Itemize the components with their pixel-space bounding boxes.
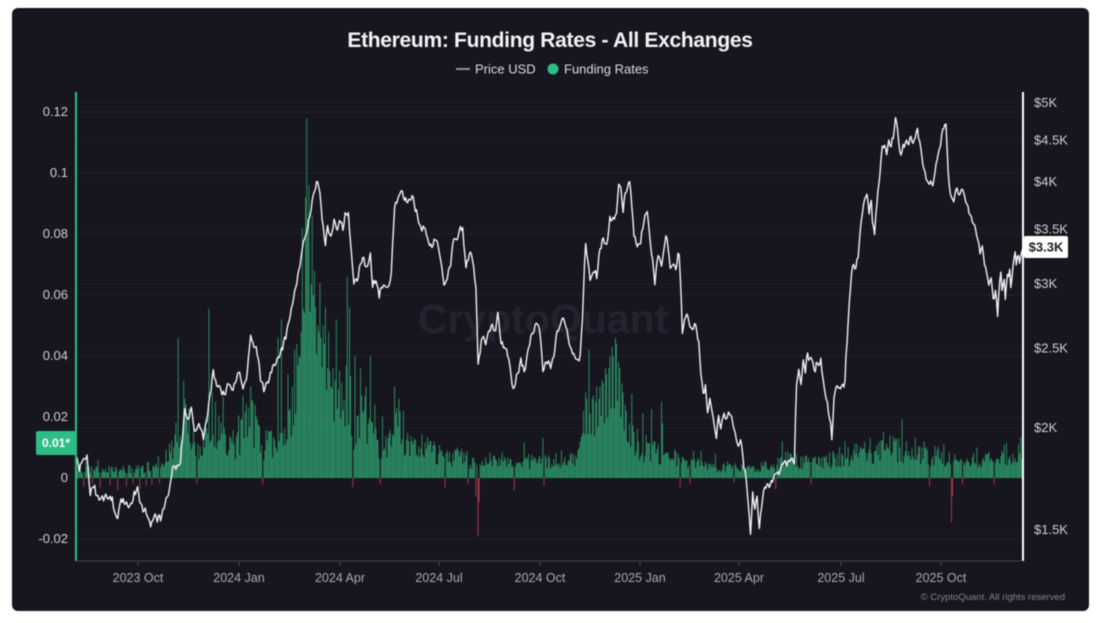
svg-text:-0.02: -0.02 (38, 531, 68, 546)
svg-text:0.01*: 0.01* (42, 436, 70, 450)
svg-text:0.02: 0.02 (43, 409, 68, 424)
svg-text:2024 Oct: 2024 Oct (515, 571, 566, 585)
svg-text:$3K: $3K (1034, 276, 1057, 291)
svg-text:0.06: 0.06 (43, 287, 68, 302)
svg-text:2025 Jan: 2025 Jan (614, 571, 665, 585)
svg-text:$4K: $4K (1034, 174, 1057, 189)
svg-text:2025 Apr: 2025 Apr (714, 571, 764, 585)
svg-text:Funding Rates: Funding Rates (564, 62, 649, 77)
svg-text:2025 Oct: 2025 Oct (916, 571, 967, 585)
svg-text:0.04: 0.04 (43, 348, 68, 363)
svg-text:$3.3K: $3.3K (1029, 240, 1064, 255)
svg-text:$1.5K: $1.5K (1034, 522, 1068, 537)
svg-text:$2.5K: $2.5K (1034, 341, 1068, 356)
svg-text:CryptoQuant: CryptoQuant (418, 296, 669, 342)
svg-text:2024 Apr: 2024 Apr (315, 571, 365, 585)
svg-text:0.12: 0.12 (43, 104, 68, 119)
svg-text:2024 Jan: 2024 Jan (213, 571, 264, 585)
svg-text:0: 0 (61, 470, 68, 485)
svg-text:$4.5K: $4.5K (1034, 132, 1068, 147)
svg-text:© CryptoQuant. All rights rese: © CryptoQuant. All rights reserved (921, 592, 1065, 603)
svg-text:Price USD: Price USD (475, 62, 536, 77)
svg-text:$2K: $2K (1034, 420, 1057, 435)
svg-text:2024 Jul: 2024 Jul (415, 571, 462, 585)
svg-text:Ethereum: Funding Rates - All: Ethereum: Funding Rates - All Exchanges (347, 29, 752, 52)
svg-text:2023 Oct: 2023 Oct (113, 571, 164, 585)
svg-text:$5K: $5K (1034, 95, 1057, 110)
svg-text:0.08: 0.08 (43, 226, 68, 241)
svg-text:2025 Jul: 2025 Jul (817, 571, 864, 585)
svg-text:$3.5K: $3.5K (1034, 221, 1068, 236)
svg-text:0.1: 0.1 (50, 165, 68, 180)
